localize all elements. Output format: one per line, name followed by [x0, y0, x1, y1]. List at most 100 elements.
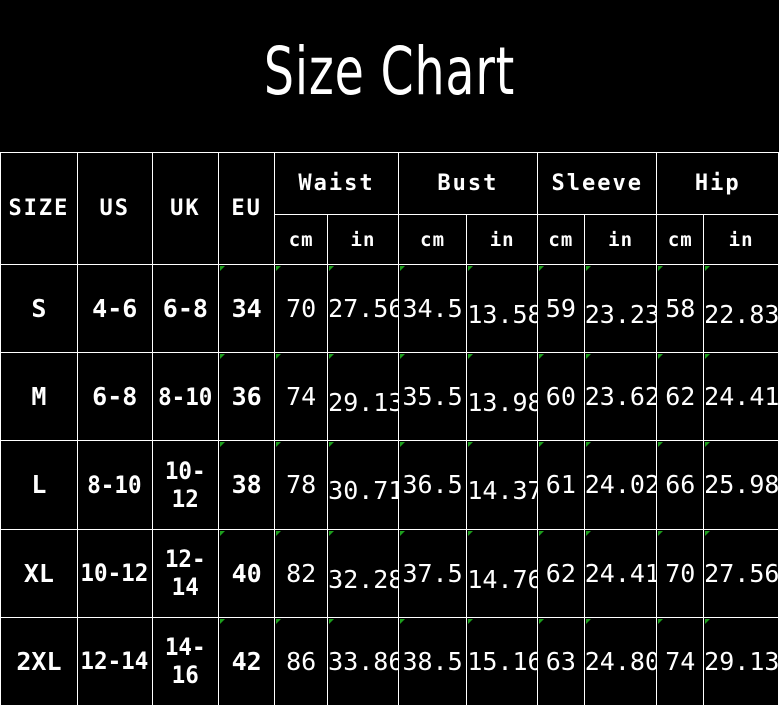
corner-marker-icon: [468, 266, 474, 271]
cell-sleeve-cm: 59: [536, 263, 585, 354]
corner-marker-icon: [705, 618, 711, 624]
cell-hip-cm: 66: [656, 440, 705, 530]
subheader-hip-cm: cm: [656, 214, 705, 265]
cell-bust-cm-value: 37.5: [402, 558, 463, 588]
cell-hip-in-value: 24.41: [704, 382, 779, 412]
cell-sleeve-in: 24.02: [583, 440, 658, 530]
corner-marker-icon: [705, 354, 711, 360]
cell-eu-value: 40: [231, 558, 262, 588]
cell-bust-cm-value: 38.5: [402, 646, 463, 676]
subheader-waist-cm: cm: [274, 214, 329, 265]
corner-marker-icon: [658, 442, 664, 448]
cell-hip-cm: 74: [656, 616, 705, 706]
corner-marker-icon: [329, 530, 335, 536]
cell-uk: 14-16: [153, 616, 218, 706]
column-header-bust: Bust: [397, 152, 538, 215]
cell-hip-cm-value: 74: [665, 646, 696, 676]
cell-eu: 42: [218, 616, 276, 706]
corner-marker-icon: [538, 266, 544, 271]
cell-sleeve-in: 24.41: [583, 528, 658, 618]
cell-hip-cm: 70: [656, 528, 705, 618]
cell-waist-cm: 74: [274, 352, 329, 442]
cell-bust-cm-value: 34.5: [402, 294, 463, 324]
corner-marker-icon: [658, 530, 664, 536]
subheader-waist-in: in: [327, 214, 399, 265]
cell-bust-in: 13.98: [466, 352, 538, 442]
cell-waist-in-value: 33.86: [328, 646, 399, 676]
cell-uk: 8-10: [153, 352, 218, 442]
table-header-row-top: SIZE US UK EU Waist Bust Sleeve Hip: [0, 152, 779, 265]
cell-hip-in: 22.83: [703, 263, 779, 354]
corner-marker-icon: [399, 530, 405, 536]
cell-us: 6-8: [76, 352, 153, 442]
corner-marker-icon: [399, 354, 405, 360]
cell-bust-cm: 38.5: [397, 616, 468, 706]
corner-marker-icon: [468, 442, 474, 448]
cell-hip-in-value: 22.83: [704, 300, 779, 330]
cell-sleeve-cm: 61: [536, 440, 585, 530]
cell-hip-in-value: 25.98: [704, 470, 779, 500]
corner-marker-icon: [329, 266, 335, 271]
table-row: L 8-10 10-12 38 78 30.71 36.5 14.37 61 2…: [0, 440, 779, 530]
cell-sleeve-in-value: 24.41: [584, 558, 657, 588]
cell-waist-cm: 86: [274, 616, 329, 706]
cell-sleeve-in-value: 23.62: [584, 382, 657, 412]
cell-hip-in: 25.98: [703, 440, 779, 530]
subheader-hip-in: in: [703, 214, 779, 265]
column-header-eu: EU: [218, 152, 276, 265]
cell-eu: 34: [218, 263, 276, 354]
title-area: Size Chart: [0, 0, 779, 152]
table-header-row-sub: cm in cm in cm in cm in: [1, 214, 779, 265]
cell-eu: 38: [218, 440, 276, 530]
cell-sleeve-cm-value: 59: [545, 294, 576, 324]
cell-waist-in-value: 27.56: [328, 294, 399, 324]
cell-eu-value: 42: [231, 646, 262, 676]
corner-marker-icon: [658, 266, 664, 271]
cell-bust-cm: 34.5: [397, 263, 468, 354]
corner-marker-icon: [220, 618, 226, 624]
corner-marker-icon: [220, 354, 226, 360]
cell-waist-cm-value: 70: [286, 294, 317, 324]
corner-marker-icon: [329, 442, 335, 448]
cell-waist-cm: 70: [274, 263, 329, 354]
cell-sleeve-cm-value: 60: [545, 382, 576, 412]
cell-bust-cm-value: 36.5: [402, 470, 463, 500]
table-row: M 6-8 8-10 36 74 29.13 35.5 13.98 60 23.…: [0, 352, 779, 442]
size-chart-table: SIZE US UK EU Waist Bust Sleeve Hip cm i…: [0, 152, 779, 706]
cell-bust-cm: 36.5: [397, 440, 468, 530]
cell-us: 4-6: [76, 263, 153, 354]
corner-marker-icon: [468, 354, 474, 360]
corner-marker-icon: [585, 266, 591, 271]
cell-bust-in-value: 15.16: [467, 646, 538, 676]
cell-waist-in-value: 32.28: [328, 564, 399, 594]
cell-hip-cm-value: 58: [665, 294, 696, 324]
cell-us: 12-14: [79, 616, 151, 706]
cell-size: 2XL: [0, 616, 78, 706]
cell-waist-cm: 78: [274, 440, 329, 530]
cell-bust-in: 14.37: [466, 440, 538, 530]
cell-eu: 36: [218, 352, 276, 442]
cell-waist-cm-value: 86: [286, 646, 317, 676]
corner-marker-icon: [705, 530, 711, 536]
corner-marker-icon: [399, 442, 405, 448]
cell-bust-in-value: 14.76: [467, 564, 538, 594]
cell-bust-in-value: 13.98: [467, 388, 538, 418]
cell-bust-cm: 37.5: [397, 528, 468, 618]
cell-sleeve-in: 23.23: [583, 263, 658, 354]
cell-size: M: [0, 352, 78, 442]
cell-waist-cm: 82: [274, 528, 329, 618]
cell-eu-value: 34: [231, 294, 262, 324]
cell-sleeve-in-value: 24.02: [584, 470, 657, 500]
cell-waist-in: 32.28: [327, 528, 399, 618]
column-header-uk: UK: [151, 152, 220, 265]
corner-marker-icon: [276, 354, 282, 360]
cell-waist-in-value: 30.71: [328, 476, 399, 506]
corner-marker-icon: [399, 266, 405, 271]
cell-sleeve-in: 23.62: [583, 352, 658, 442]
corner-marker-icon: [538, 530, 544, 536]
cell-sleeve-in-value: 24.80: [584, 646, 657, 676]
cell-size: XL: [0, 528, 78, 618]
cell-sleeve-cm-value: 61: [545, 470, 576, 500]
corner-marker-icon: [276, 618, 282, 624]
corner-marker-icon: [220, 266, 226, 271]
